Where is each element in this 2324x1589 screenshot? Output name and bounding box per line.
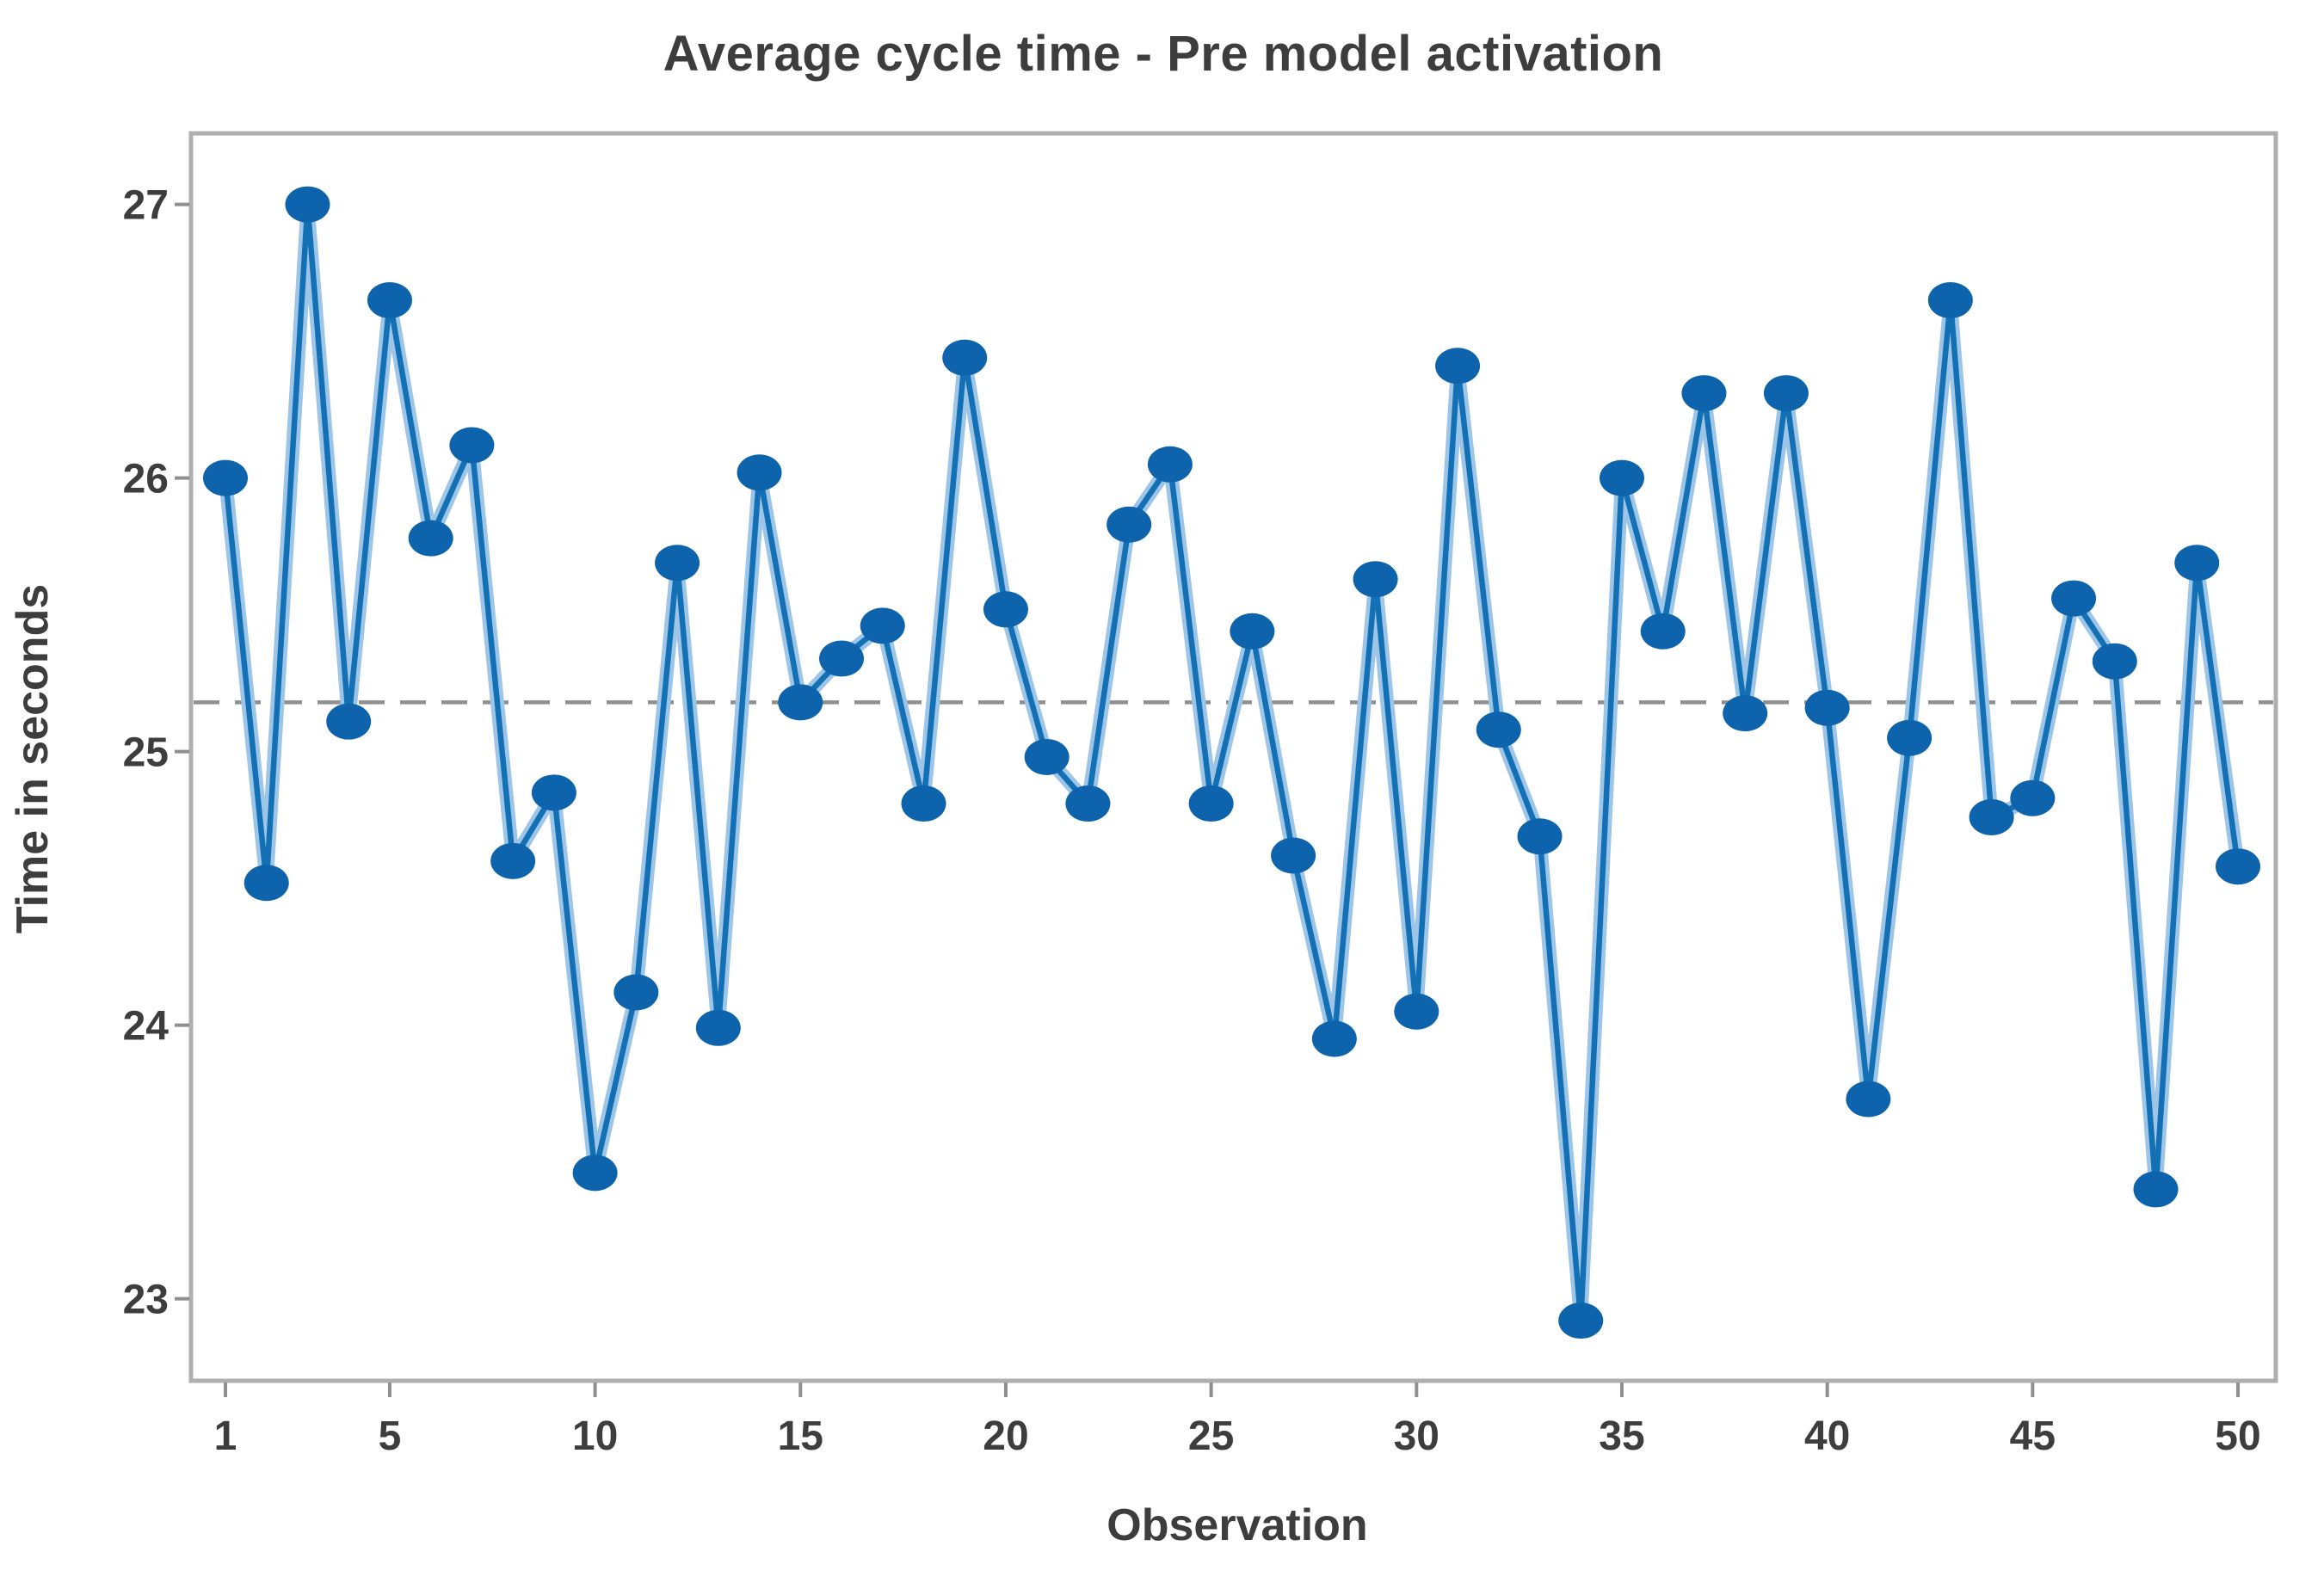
data-point-32 [1476,711,1521,748]
series-line-halo [219,197,2245,1328]
data-point-35 [1599,459,1644,496]
y-axis-title: Time in seconds [8,584,58,934]
data-point-43 [1927,281,1973,318]
data-point-49 [2174,545,2220,582]
data-point-3 [285,186,330,223]
data-point-23 [1107,506,1152,543]
x-tick-label: 15 [778,1413,823,1459]
data-point-layer [203,186,2260,1340]
data-point-22 [1065,785,1111,822]
data-point-19 [942,339,988,376]
x-tick-label: 50 [2215,1413,2260,1459]
x-tick-label: 20 [983,1413,1028,1459]
x-axis-title: Observation [1107,1500,1367,1550]
chart-title: Average cycle time - Pre model activatio… [663,26,1664,82]
x-tick-label: 45 [2010,1413,2056,1459]
y-tick-label: 27 [123,183,169,229]
data-point-6 [408,520,453,557]
data-point-7 [449,427,495,464]
y-tick-label: 24 [123,1004,170,1050]
data-point-16 [819,640,865,677]
data-point-42 [1887,719,1933,756]
data-point-40 [1804,689,1850,726]
data-point-36 [1640,613,1686,650]
data-point-14 [737,454,782,491]
data-point-4 [326,703,372,740]
data-point-1 [203,459,248,496]
y-tick-label: 26 [123,457,169,502]
data-point-27 [1271,837,1316,874]
data-point-5 [367,281,412,318]
data-point-31 [1435,348,1481,385]
data-point-30 [1394,993,1439,1030]
data-point-37 [1681,375,1727,412]
data-point-45 [2010,779,2056,816]
data-point-29 [1353,561,1398,598]
plot-frame [188,131,2278,1383]
y-tick-label: 25 [123,730,169,776]
data-point-26 [1230,613,1275,650]
data-point-12 [655,545,700,582]
data-point-38 [1723,695,1768,732]
data-point-44 [1969,798,2014,835]
data-point-28 [1311,1020,1357,1057]
x-tick-label: 10 [572,1413,618,1459]
data-point-34 [1558,1303,1604,1340]
x-tick-label: 30 [1394,1413,1439,1459]
data-point-21 [1024,739,1070,775]
data-point-8 [490,842,536,879]
x-tick-label: 40 [1804,1413,1850,1459]
data-point-41 [1846,1081,1891,1118]
data-point-15 [778,684,823,721]
x-tick-label: 1 [214,1413,237,1459]
series-line-layer [219,197,2245,1328]
data-point-48 [2133,1171,2179,1208]
data-point-47 [2092,643,2137,680]
data-point-46 [2051,580,2097,617]
data-point-18 [901,785,946,822]
data-point-11 [613,974,659,1011]
data-point-10 [572,1155,618,1192]
data-point-33 [1517,818,1563,855]
x-tick-label: 5 [379,1413,402,1459]
data-point-24 [1147,446,1193,483]
data-point-17 [860,607,905,644]
y-tick-label: 23 [123,1278,169,1323]
data-point-2 [243,865,289,902]
data-point-50 [2216,848,2260,885]
x-tick-label: 25 [1188,1413,1234,1459]
data-point-20 [983,591,1028,628]
data-point-25 [1188,785,1234,822]
data-point-39 [1763,375,1809,412]
data-point-9 [531,774,576,811]
data-point-13 [695,1009,741,1046]
x-tick-label: 35 [1599,1413,1644,1459]
series-line [222,201,2241,1324]
